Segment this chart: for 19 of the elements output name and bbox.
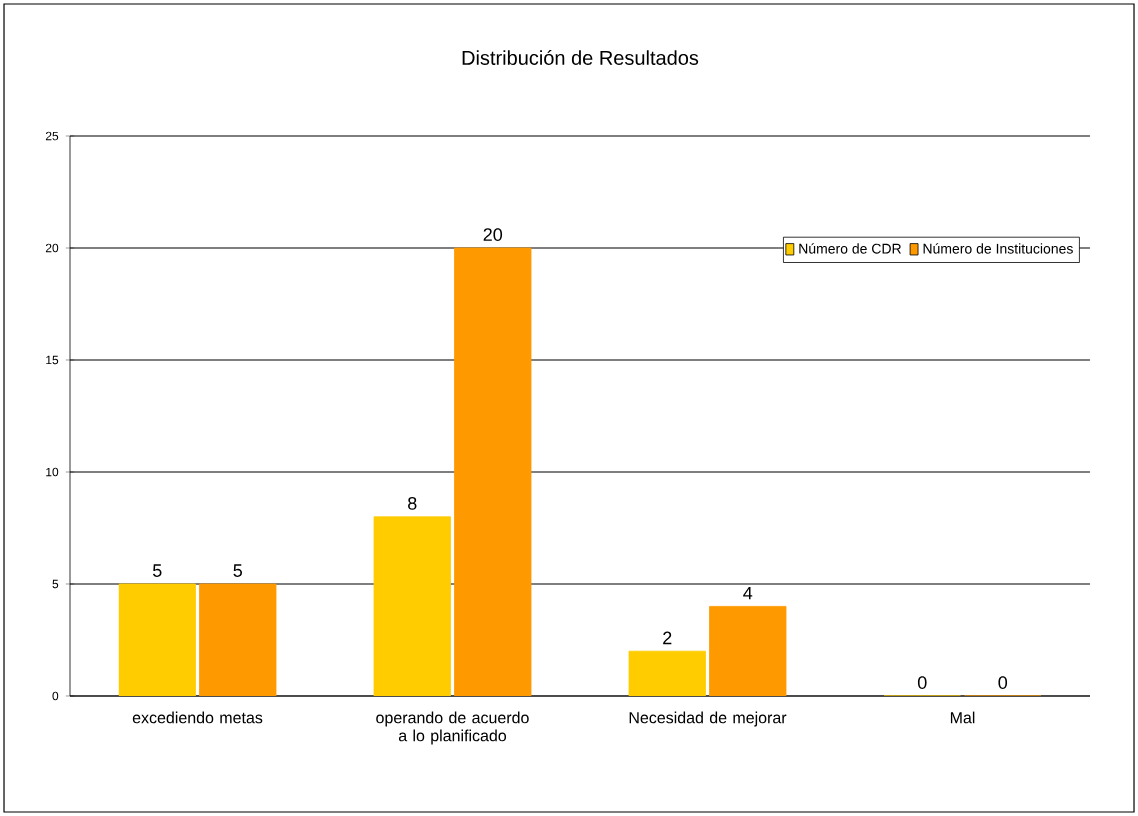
x-tick-label: excediendo metas [132, 711, 263, 724]
bar [709, 606, 787, 696]
data-label: 2 [663, 631, 672, 645]
data-label: 4 [743, 586, 753, 600]
x-tick-label: operando de acuerdo a lo planificado [376, 711, 529, 745]
data-label: 20 [483, 228, 503, 241]
data-label: 0 [998, 676, 1008, 689]
x-tick-label: Mal [950, 711, 975, 724]
data-label: 5 [233, 564, 243, 577]
bar [118, 583, 196, 696]
x-tick-label: Necesidad de mejorar [629, 711, 787, 727]
data-label: 5 [152, 564, 162, 577]
bar [199, 583, 277, 696]
bar [454, 247, 532, 696]
chart-title: Distribución de Resultados [462, 50, 699, 65]
bar [628, 650, 706, 696]
data-label: 0 [917, 676, 927, 689]
data-label: 8 [408, 496, 417, 510]
bar [373, 516, 451, 696]
